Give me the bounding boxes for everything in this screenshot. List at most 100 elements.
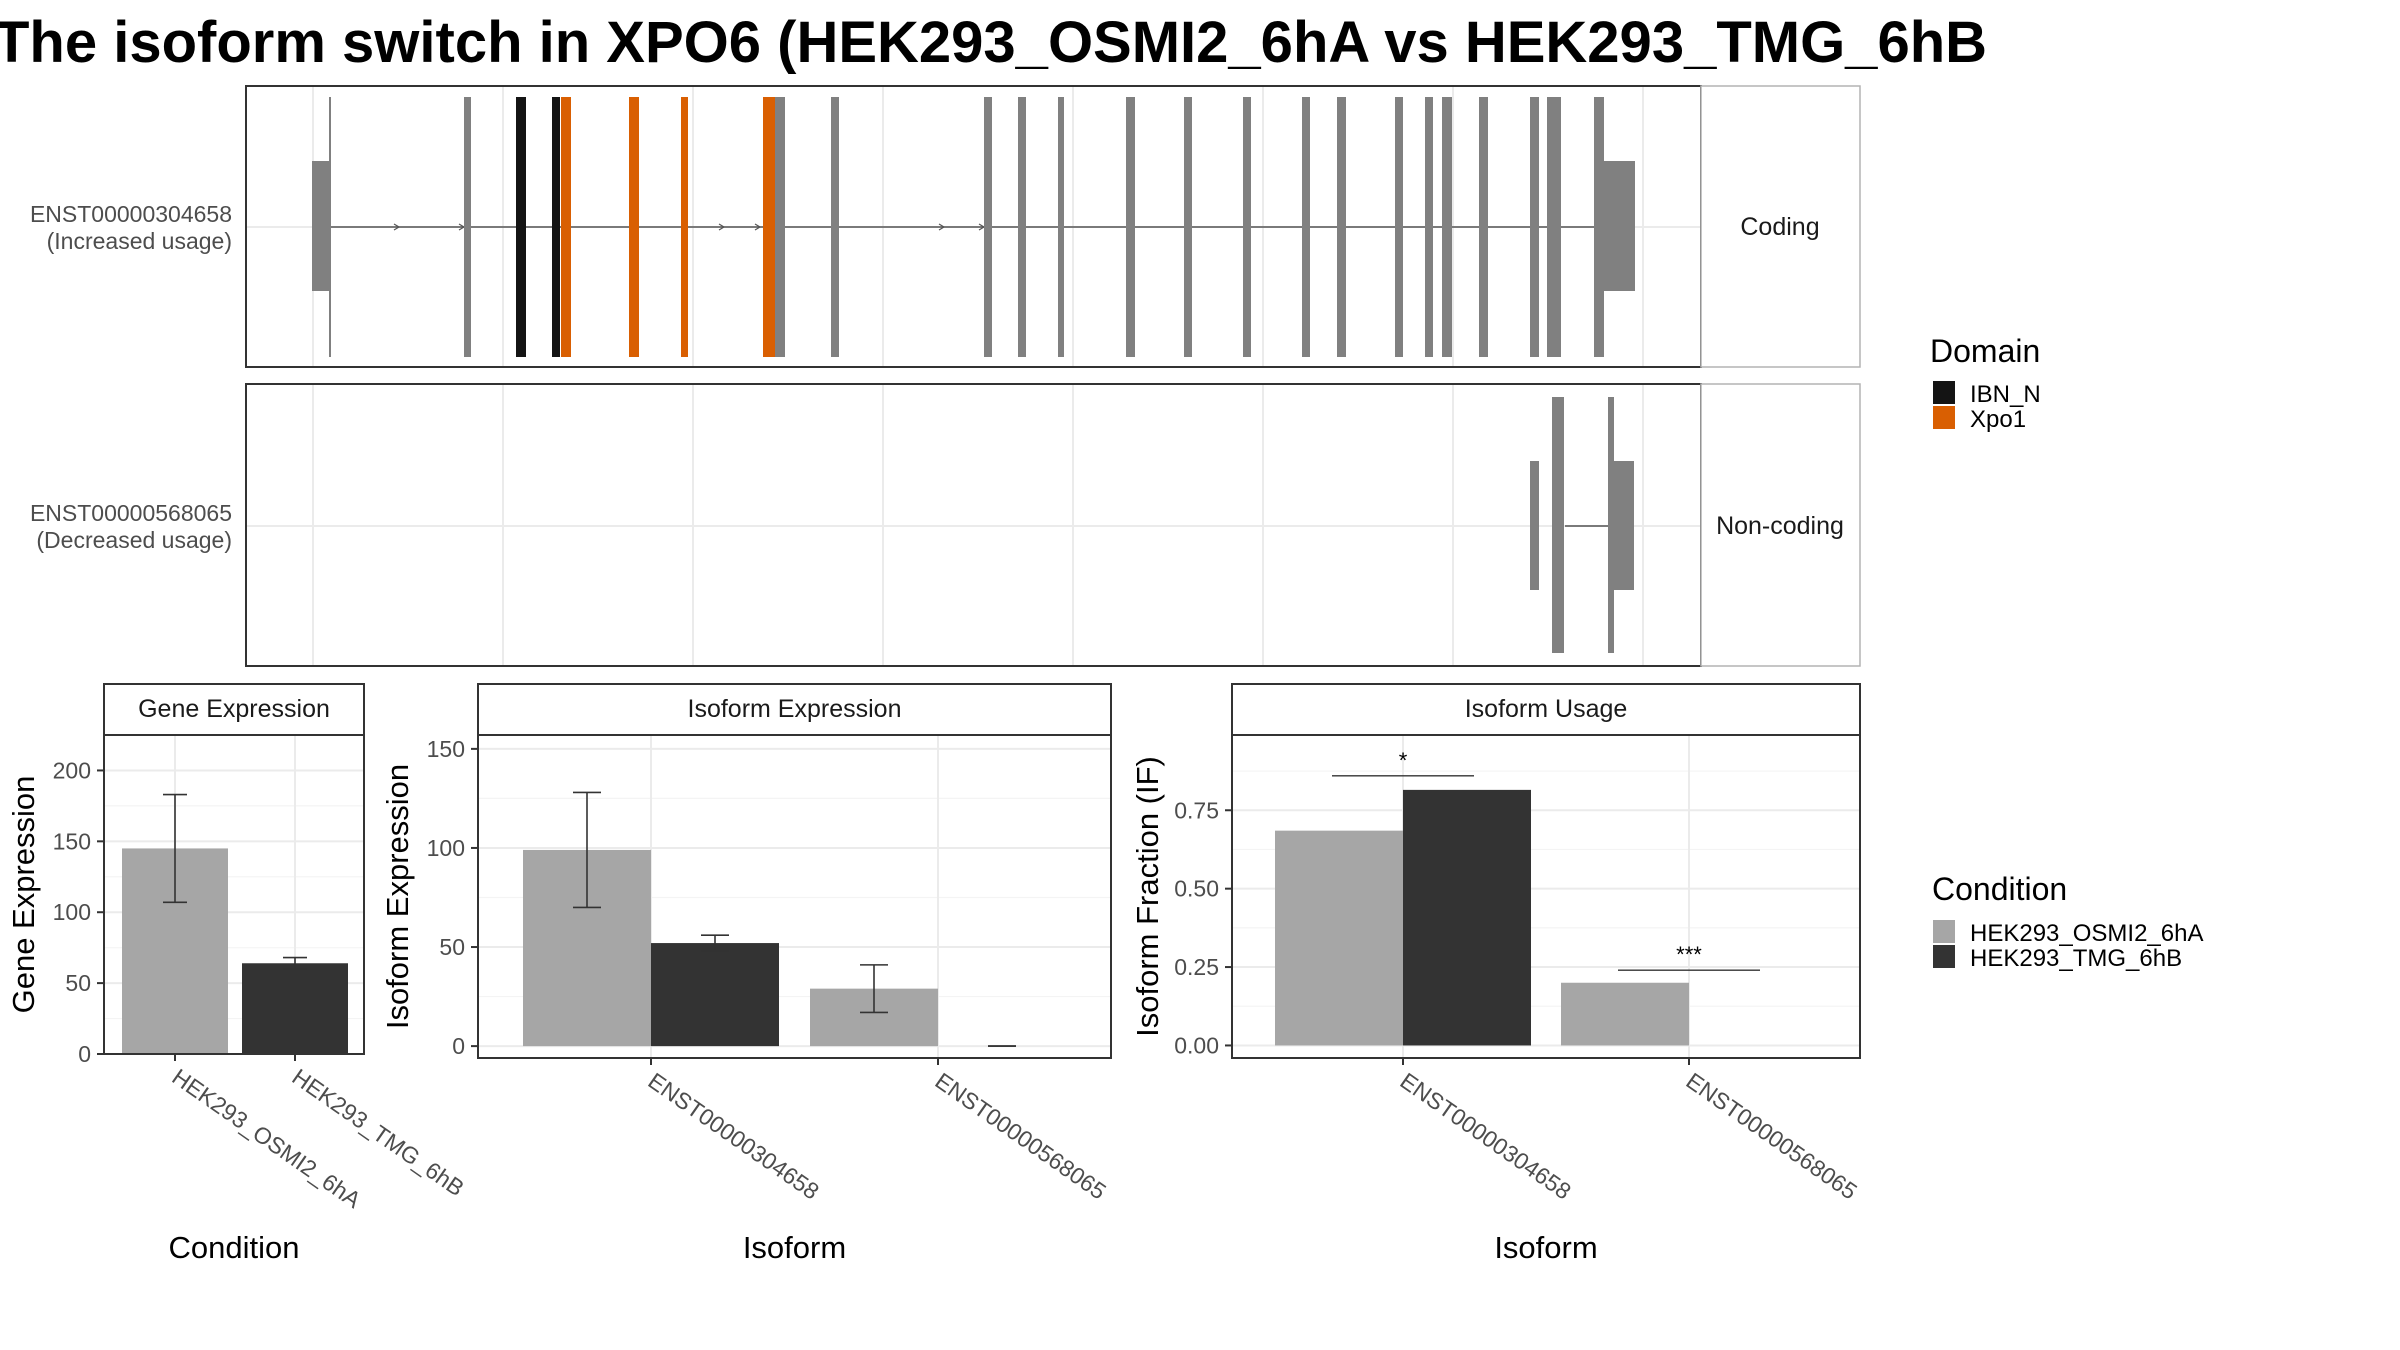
condition-legend: Condition HEK293_OSMI2_6hA HEK293_TMG_6h… [1932,871,2203,972]
coding-strip-label: Coding [1740,213,1819,241]
coding-exon [1395,97,1403,357]
y-tick-label: 200 [53,757,91,783]
coding-exon [1547,97,1561,357]
domain-ibn-n-exon [552,97,560,357]
legend-swatch-tmg [1933,945,1955,968]
y-tick-label: 150 [53,828,91,854]
domain-ibn-n-exon [516,97,526,357]
structure-panel-noncoding: Non-coding ENST00000568065 (Decreased us… [30,383,1861,667]
domain-legend-title: Domain [1930,333,2040,369]
domain-xpo1-exon [629,97,639,357]
utr-exon-5prime [312,161,331,291]
y-tick-label: 0.50 [1174,876,1219,902]
facet-strip-label: Isoform Expression [688,695,902,723]
x-tick-label: ENST00000304658 [1396,1067,1576,1204]
intron-arrow [754,223,762,231]
x-tick-label: ENST00000568065 [931,1067,1111,1204]
legend-label-tmg: HEK293_TMG_6hB [1970,945,2182,972]
y-tick-label: 50 [65,970,91,996]
coding-exon [831,97,839,357]
domain-xpo1-exon [681,97,688,357]
domain-legend: Domain IBN_N Xpo1 [1930,333,2041,433]
noncoding-exon [1608,397,1614,653]
isoform-label-2: ENST00000568065 [30,500,232,526]
intron-arrow [393,223,401,231]
facet-strip [103,683,365,736]
coding-exon [984,97,992,357]
facet-strip [1231,683,1861,736]
y-tick-label: 100 [53,899,91,925]
noncoding-strip-label: Non-coding [1716,512,1844,540]
x-axis-title: Isoform [1494,1230,1597,1265]
bar-HEK293_TMG_6hB-ENST00000304658 [651,943,779,1047]
isoform-label-1: ENST00000304658 [30,201,232,227]
legend-swatch-xpo1 [1933,406,1955,429]
coding-exon [1425,97,1433,357]
coding-strip [1700,85,1861,368]
noncoding-exon [1552,397,1564,653]
y-axis-title: Gene Expression [6,776,41,1014]
facet-strip-label: Isoform Usage [1465,695,1628,723]
x-axis-title: Condition [169,1230,300,1265]
coding-exon [775,97,785,357]
noncoding-exon [1614,461,1634,590]
y-tick-label: 0 [452,1033,465,1059]
coding-exon [1442,97,1452,357]
y-axis-title: Isoform Expression [380,764,415,1029]
facet-strip-label: Gene Expression [138,695,330,723]
legend-swatch-ibn-n [1933,381,1955,404]
legend-label-xpo1: Xpo1 [1970,406,2026,433]
legend-swatch-osmi2 [1933,920,1955,943]
bar-HEK293_OSMI2_6hA-ENST00000304658 [1275,830,1403,1046]
significance-label: *** [1676,942,1702,967]
isoform-expression-panel: Isoform Expression 0 50 100 150 ENST000003046… [380,683,1112,1265]
y-axis-title: Isoform Fraction (IF) [1130,756,1165,1037]
noncoding-exon [1530,461,1539,590]
figure-title: The isoform switch in XPO6 (HEK293_OSMI2… [0,10,1987,75]
coding-exon [1018,97,1026,357]
condition-legend-title: Condition [1932,871,2067,907]
bar-HEK293_TMG_6hB-ENST00000304658 [1403,789,1531,1046]
noncoding-strip [1700,383,1861,667]
x-tick-label: ENST00000568065 [1682,1067,1862,1204]
y-tick-label: 50 [439,934,465,960]
intron-arrow [718,223,726,231]
y-tick-label: 100 [427,835,465,861]
facet-strip [477,683,1112,736]
isoform-usage-2: (Decreased usage) [36,527,232,553]
x-axis-title: Isoform [743,1230,846,1265]
legend-label-osmi2: HEK293_OSMI2_6hA [1970,920,2203,947]
coding-transcript-track [312,97,1635,357]
bar-HEK293_TMG_6hB [242,963,348,1054]
coding-exon [1243,97,1251,357]
bar-HEK293_OSMI2_6hA-ENST00000568065 [1561,982,1689,1046]
coding-exon [1126,97,1135,357]
isoform-usage-panel: ****Isoform Usage0.000.250.500.75ENST000… [1130,683,1862,1265]
domain-xpo1-exon [561,97,571,357]
intron-arrow [938,223,946,231]
coding-exon [1302,97,1310,357]
coding-exon [1479,97,1488,357]
isoform-usage-1: (Increased usage) [47,228,232,254]
y-tick-label: 0.25 [1174,954,1219,980]
coding-exon [1058,97,1064,357]
isoform-structure-plot: Coding ENST00000304658 (Increased usage)… [30,85,2041,667]
coding-exon [1530,97,1539,357]
significance-label: * [1399,748,1408,773]
domain-xpo1-exon [763,97,775,357]
x-tick-label: ENST00000304658 [644,1067,824,1204]
coding-exon [1184,97,1192,357]
y-tick-label: 0.75 [1174,797,1219,823]
noncoding-transcript-track [1530,397,1634,653]
y-tick-label: 150 [427,736,465,762]
legend-label-ibn-n: IBN_N [1970,381,2041,408]
y-tick-label: 0 [78,1041,91,1067]
utr-exon-3prime [1604,161,1635,291]
y-tick-label: 0.00 [1174,1032,1219,1058]
coding-exon [1594,97,1604,357]
coding-exon [464,97,471,357]
structure-panel-coding: Coding ENST00000304658 (Increased usage) [30,85,1861,368]
x-tick-label: HEK293_OSMI2_6hA [168,1063,367,1213]
coding-exon [1337,97,1346,357]
